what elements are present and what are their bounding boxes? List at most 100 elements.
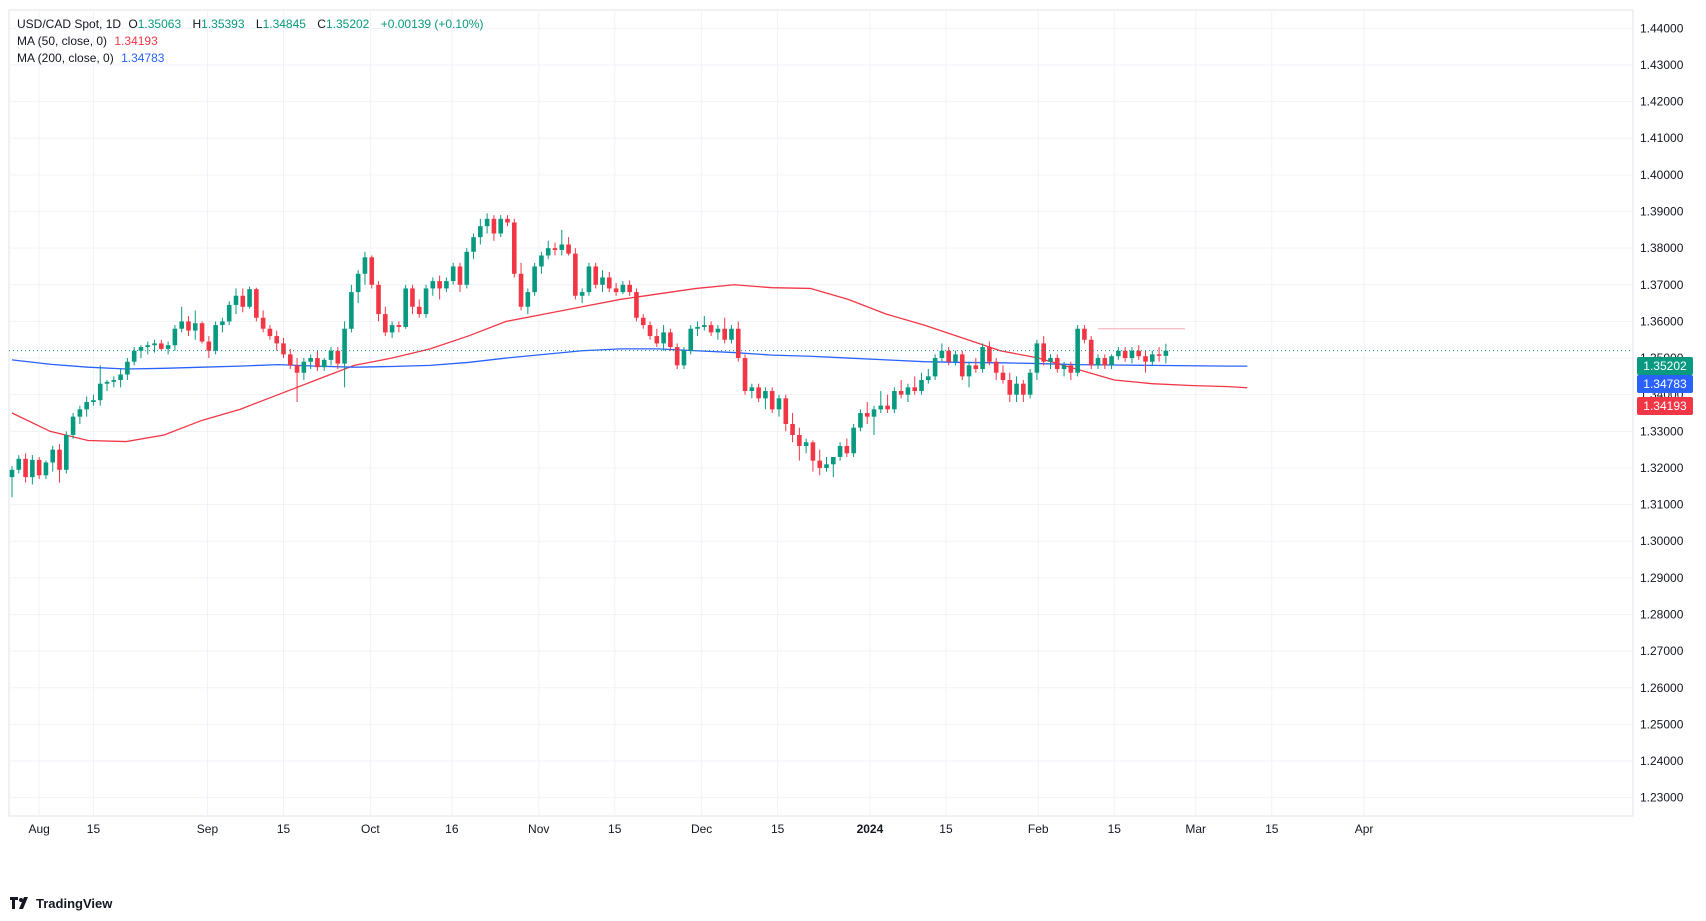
candle (1041, 336, 1046, 366)
candle-body (471, 237, 476, 252)
candle (240, 288, 246, 313)
candle (91, 394, 96, 406)
chart-grid (8, 9, 1634, 817)
candle-body (702, 325, 707, 327)
candle (233, 288, 239, 315)
candle-body (321, 359, 327, 368)
candle-body (43, 462, 49, 476)
candle (1014, 376, 1019, 403)
ohlc-close: C1.35202 (317, 17, 373, 31)
candle-body (573, 253, 578, 296)
ohlc-row: USD/CAD Spot, 1D O1.35063 H1.35393 L1.34… (17, 16, 487, 33)
ma200-label: MA (200, close, 0) (17, 51, 114, 65)
candle (179, 306, 184, 333)
candle (36, 456, 42, 479)
candle (131, 347, 137, 366)
candle-body (165, 345, 171, 349)
candle (1136, 345, 1142, 360)
candle-body (905, 387, 911, 395)
candle-body (1021, 383, 1026, 395)
candle (851, 423, 856, 457)
candle-body (505, 218, 510, 223)
candle (735, 321, 741, 362)
candle-body (885, 405, 890, 410)
candle-body (518, 273, 524, 307)
y-tick-label: 1.26000 (1640, 681, 1684, 695)
candle (1095, 354, 1101, 370)
candle (892, 387, 897, 413)
ma200-badge-bg (1637, 375, 1693, 393)
candle (518, 262, 524, 311)
candle-body (233, 295, 239, 305)
candle-body (484, 218, 490, 227)
candle (1068, 361, 1074, 381)
ma50-legend-row[interactable]: MA (50, close, 0) 1.34193 (17, 33, 487, 50)
candle (573, 248, 578, 300)
candle (715, 325, 721, 340)
candle-body (1061, 365, 1067, 370)
ma50-badge-bg (1637, 397, 1693, 415)
candle (362, 251, 368, 285)
candle-body (1156, 354, 1162, 356)
candle-body (464, 251, 470, 285)
candle (593, 262, 599, 289)
ma200-legend-row[interactable]: MA (200, close, 0) 1.34783 (17, 50, 487, 67)
candle-body (987, 347, 992, 362)
close-label: C (317, 17, 326, 31)
candle (342, 321, 347, 388)
candle (654, 328, 660, 348)
candle (192, 310, 198, 340)
tradingview-logo-icon (10, 897, 28, 909)
candle-body (16, 458, 22, 470)
candle-body (552, 248, 558, 250)
candle (1163, 343, 1169, 364)
candle-body (444, 281, 449, 289)
candle (491, 215, 497, 241)
candle (797, 427, 802, 461)
candle (552, 242, 558, 256)
candle (64, 431, 69, 474)
candle (389, 321, 395, 338)
candle-body (932, 358, 938, 377)
candle (688, 325, 694, 355)
candle (220, 317, 225, 333)
y-tick-label: 1.30000 (1640, 534, 1684, 548)
candle (430, 277, 436, 296)
candle-body (50, 449, 56, 463)
candle-body (810, 442, 816, 461)
candle-body (206, 341, 212, 351)
candle (70, 413, 76, 439)
candle-body (355, 273, 361, 293)
candle (844, 438, 850, 457)
candle-body (220, 321, 225, 326)
candle (824, 456, 829, 472)
candle (30, 455, 35, 485)
candle (1156, 347, 1162, 362)
time-axis[interactable]: Aug 15 Sep 15 Oct 16 Nov 15 Dec 15 2024 15 Feb 15 Mar 1… (28, 822, 1373, 836)
candle (281, 337, 286, 359)
candle (247, 286, 252, 309)
candle-body (790, 423, 795, 435)
candle-body (335, 350, 341, 364)
candle (987, 341, 992, 366)
symbol-label[interactable]: USD/CAD Spot, 1D (17, 17, 122, 31)
last-price-badge: 1.35202 (1643, 359, 1687, 373)
tradingview-brand[interactable]: TradingView (10, 893, 112, 913)
candle-body (383, 314, 388, 333)
candle (111, 376, 117, 388)
price-axis[interactable]: 1.23000 1.24000 1.25000 1.26000 1.27000 1.280… (1640, 21, 1684, 804)
candle (545, 240, 551, 260)
candle-body (566, 244, 571, 254)
candle (84, 396, 89, 417)
candle-body (708, 325, 714, 333)
candle (1122, 347, 1128, 362)
candle-body (681, 350, 687, 366)
candle-body (315, 358, 320, 368)
candle (634, 288, 639, 322)
candle (973, 358, 979, 373)
candle (369, 255, 375, 289)
candle (525, 288, 531, 315)
candle-body (749, 387, 755, 392)
candle-body (803, 442, 809, 446)
candle-body (97, 383, 103, 401)
